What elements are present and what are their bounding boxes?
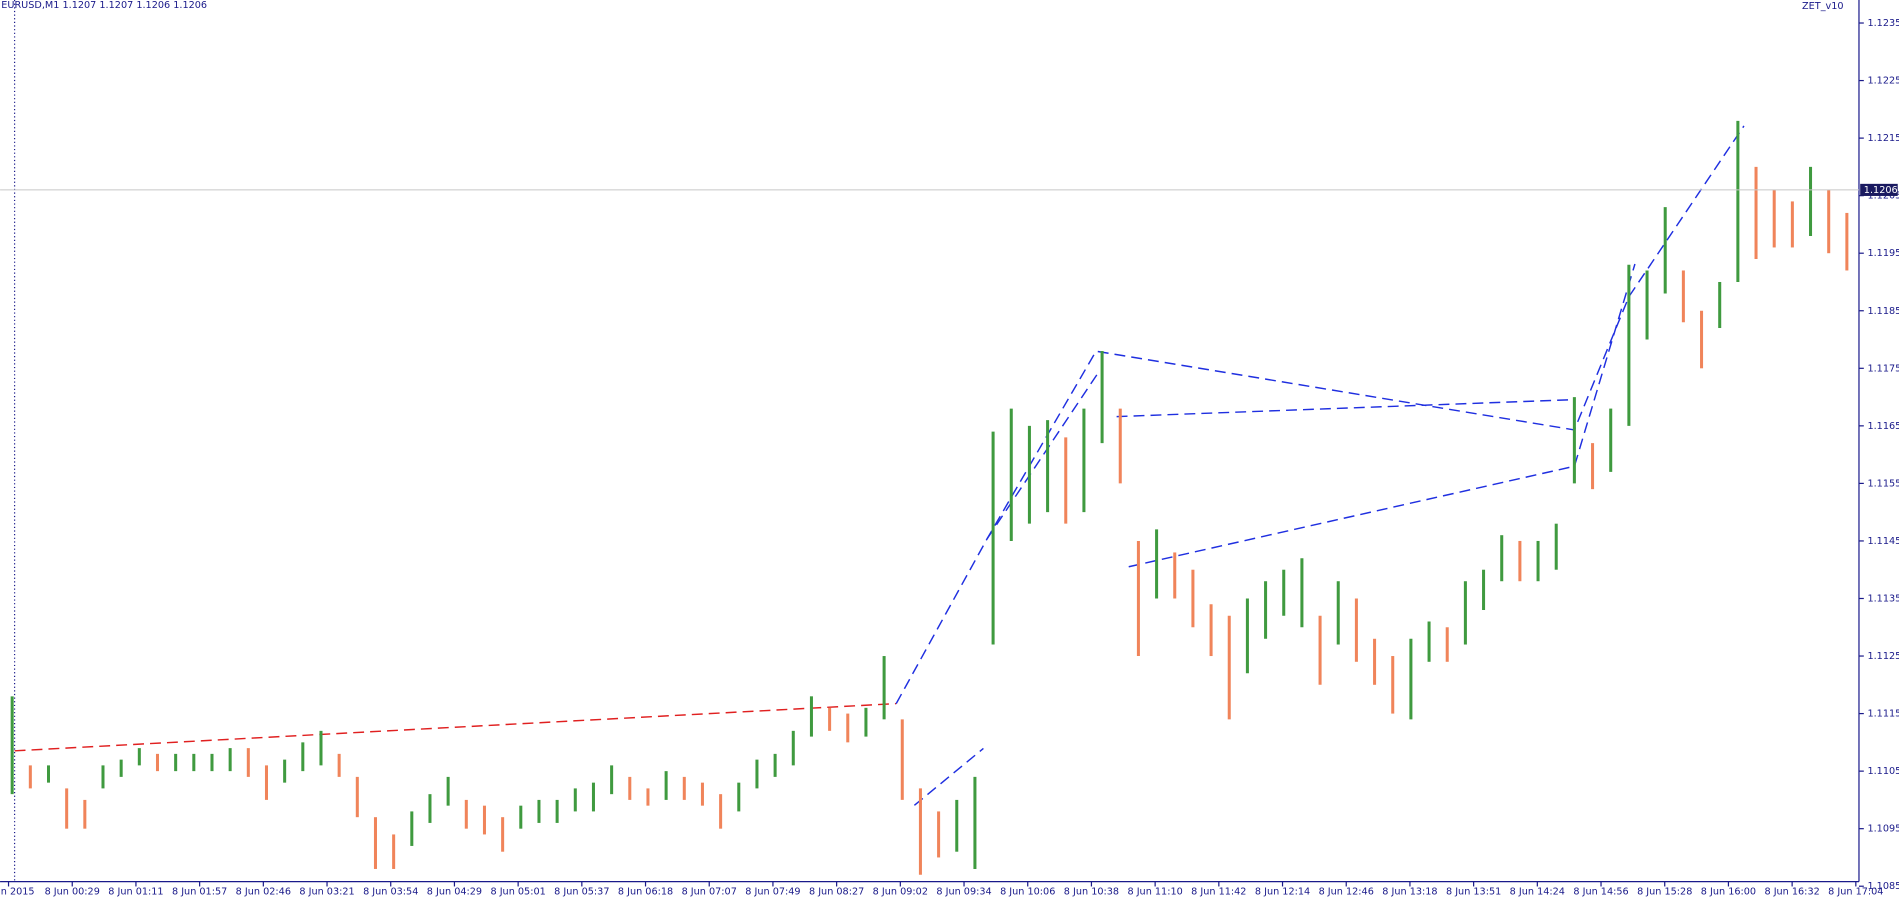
x-tick-label: 8 Jun 12:46 [1319,886,1374,897]
y-tick-label: 1.1125 [1867,651,1899,662]
y-tick-label: 1.1105 [1867,766,1899,777]
x-tick-label: 8 Jun 16:00 [1701,886,1756,897]
x-tick-label: 8 Jun 15:28 [1637,886,1692,897]
y-tick-label: 1.1085 [1867,881,1899,892]
x-tick-label: 8 Jun 02:46 [236,886,291,897]
x-tick-label: 8 Jun 10:06 [1000,886,1055,897]
x-tick-label: 8 Jun 07:49 [745,886,800,897]
zigzag-red [14,702,897,752]
y-tick-label: 1.1115 [1867,709,1899,720]
x-tick-label: 8 Jun 00:29 [45,886,100,897]
x-tick-label: 8 Jun 14:24 [1510,886,1565,897]
y-tick-label: 1.1155 [1867,478,1899,489]
x-tick-label: 8 Jun 14:56 [1573,886,1628,897]
x-tick-label: 8 Jun 04:29 [427,886,482,897]
x-tick-label: 8 Jun 01:57 [172,886,227,897]
x-tick-label: 8 Jun 2015 [0,886,35,897]
x-tick-label: 8 Jun 05:01 [490,886,545,897]
x-tick-label: 8 Jun 06:18 [618,886,673,897]
x-tick-label: 8 Jun 10:38 [1064,886,1119,897]
current-price-box [1860,183,1898,196]
y-tick-label: 1.1095 [1867,824,1899,835]
y-tick-label: 1.1185 [1867,306,1899,317]
header: EURUSD,M1 1.1207 1.1207 1.1206 1.1206 [1,0,207,11]
x-tick-label: 8 Jun 12:14 [1255,886,1310,897]
x-tick-label: 8 Jun 16:32 [1764,886,1819,897]
x-tick-label: 8 Jun 13:18 [1382,886,1437,897]
zigzag-lines [14,125,1745,806]
y-tick-label: 1.1215 [1867,133,1899,144]
x-tick-label: 8 Jun 01:11 [108,886,163,897]
y-tick-label: 1.1175 [1867,363,1899,374]
zigzag-blue-2 [913,747,984,806]
zigzag-blue-4 [1116,398,1575,418]
indicator-name: ZET_v10 [1802,1,1844,12]
x-tick-label: 8 Jun 17:04 [1828,886,1883,897]
y-tick-label: 1.1225 [1867,76,1899,87]
x-tick-label: 8 Jun 11:10 [1127,886,1182,897]
y-tick-label: 1.1205 [1867,191,1899,202]
x-tick-label: 8 Jun 11:42 [1191,886,1246,897]
y-tick-label: 1.1195 [1867,248,1899,259]
zigzag-blue-5 [1128,263,1636,568]
x-tick-label: 8 Jun 09:34 [936,886,991,897]
x-tick-label: 8 Jun 03:54 [363,886,418,897]
x-tick-label: 8 Jun 07:07 [682,886,737,897]
y-tick-label: 1.1135 [1867,593,1899,604]
zigzag-blue-1 [895,125,1745,704]
x-tick-label: 8 Jun 05:37 [554,886,609,897]
y-tick-label: 1.1235 [1867,18,1899,29]
y-tick-label: 1.1165 [1867,421,1899,432]
x-tick-label: 8 Jun 03:21 [299,886,354,897]
x-tick-label: 8 Jun 09:02 [873,886,928,897]
current-price-label: 1.1206 [1864,185,1898,196]
y-tick-label: 1.1145 [1867,536,1899,547]
x-tick-label: 8 Jun 13:51 [1446,886,1501,897]
x-tick-label: 8 Jun 08:27 [809,886,864,897]
